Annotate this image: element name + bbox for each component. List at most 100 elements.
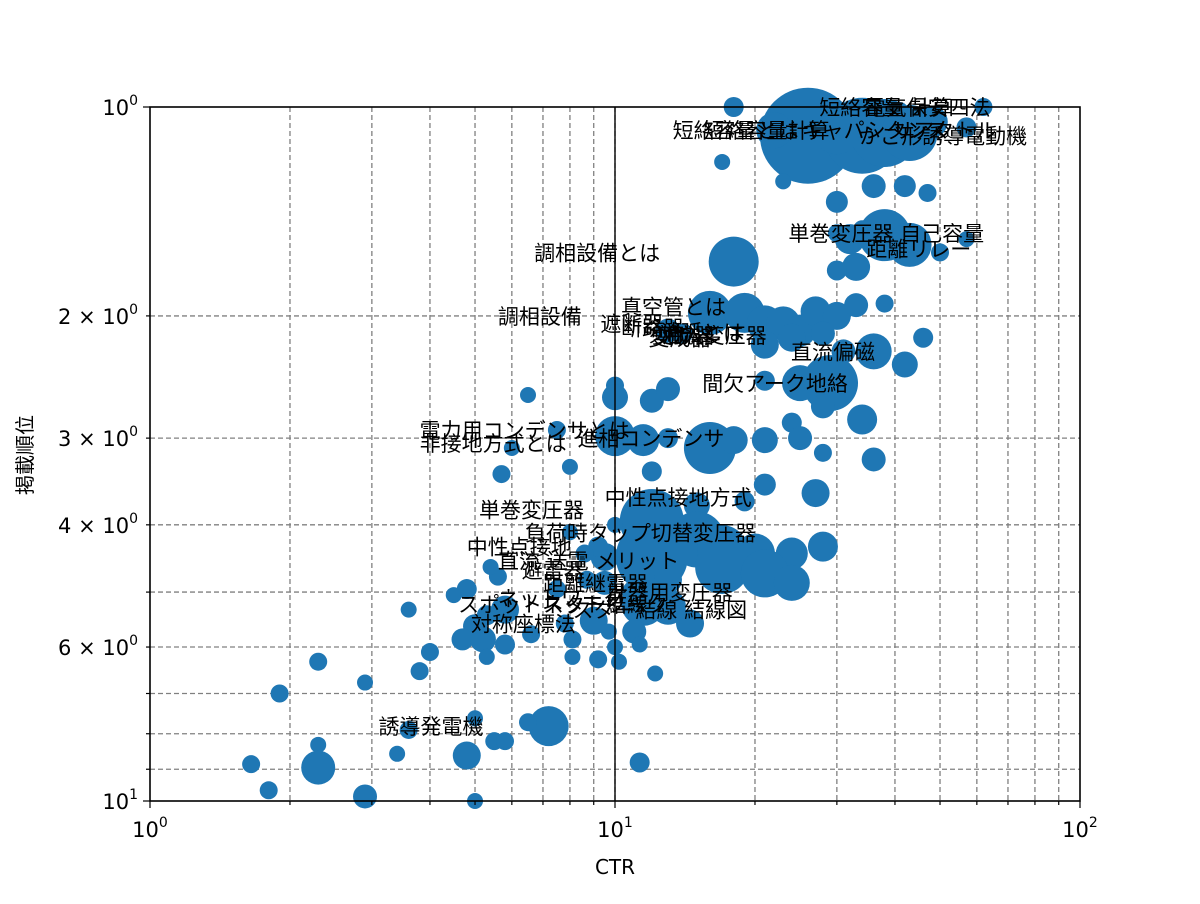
scatter-point <box>451 628 474 651</box>
scatter-point <box>610 653 627 670</box>
scatter-point <box>259 781 278 800</box>
scatter-point <box>445 587 462 604</box>
scatter-point <box>469 626 496 653</box>
point-label: 単巻変圧器 自己容量 <box>788 222 984 246</box>
point-label: 短絡容量とは <box>673 119 799 143</box>
scatter-point <box>861 447 886 472</box>
scatter-point <box>683 492 710 519</box>
scatter-point <box>891 101 908 118</box>
axes-frame <box>143 106 1081 808</box>
scatter-point <box>561 458 578 475</box>
scatter-point <box>494 634 515 655</box>
scatter-point <box>958 231 975 248</box>
scatter-point <box>547 420 566 439</box>
scatter-point <box>647 665 664 682</box>
point-label: 避雷器 <box>522 559 585 583</box>
scatter-point <box>687 290 732 335</box>
scatter-point <box>492 465 511 484</box>
scatter-point <box>782 365 819 402</box>
scatter-point <box>528 706 569 747</box>
scatter-point <box>714 153 731 170</box>
scatter-point <box>734 491 755 512</box>
scatter-point <box>956 117 977 138</box>
point-label: 変成器 <box>648 327 711 351</box>
point-label: 短絡容量 計算 <box>819 96 952 120</box>
point-label: 直流 送電 メリット <box>498 549 679 573</box>
scatter-point <box>756 112 793 149</box>
scatter-point <box>708 236 759 287</box>
scatter-point <box>478 648 495 665</box>
point-label: キャパシタンス <box>802 119 949 143</box>
scatter-point <box>410 662 429 681</box>
scatter-point <box>653 565 682 594</box>
scatter-point <box>310 736 327 753</box>
point-label: 短絡容量計算 <box>704 119 830 143</box>
scatter-point <box>822 301 851 330</box>
point-label: 間欠アーク地絡 <box>702 372 848 396</box>
scatter-point <box>813 443 832 462</box>
point-label: 距離リレー <box>866 238 971 262</box>
scatter-point <box>389 745 406 762</box>
scatter-point <box>420 643 439 662</box>
point-label: 遮断器 <box>600 312 663 336</box>
scatter-point <box>891 351 918 378</box>
scatter-point <box>695 539 750 594</box>
scatter-point <box>522 625 541 644</box>
scatter-point <box>627 424 660 457</box>
scatter-point <box>399 720 418 739</box>
scatter-point <box>915 105 948 138</box>
scatter-point <box>547 580 566 599</box>
scatter-point <box>575 544 594 563</box>
point-label: 調相設備とは <box>534 241 660 265</box>
scatter-point <box>775 173 792 190</box>
point-label: 直流偏磁 <box>791 340 875 364</box>
point-label: 単巻変圧器 <box>479 498 584 522</box>
point-label: スター結線 結線図 <box>572 599 747 623</box>
scatter-point <box>812 106 861 155</box>
scatter-point <box>622 580 647 605</box>
scatter-point <box>563 630 582 649</box>
scatter-point <box>931 243 950 262</box>
scatter-point <box>301 750 336 785</box>
scatter-point <box>842 252 871 281</box>
scatter-point <box>918 183 937 202</box>
point-label: 電気保安四法 <box>864 96 990 120</box>
x-tick-label: 102 <box>1062 815 1098 842</box>
point-label: 計器用変圧器 <box>607 581 733 605</box>
scatter-point <box>452 741 481 770</box>
scatter-point <box>456 579 477 600</box>
scatter-point <box>655 377 680 402</box>
point-label: 変流器 <box>652 324 715 348</box>
scatter-point <box>853 220 872 239</box>
point-label: スター結線 <box>543 593 648 617</box>
scatter-point <box>520 386 537 403</box>
scatter-point <box>826 260 847 281</box>
scatter-point <box>467 710 484 727</box>
scatter-point <box>577 570 596 589</box>
scatter-point <box>482 558 499 575</box>
x-axis-label: CTR <box>595 855 635 879</box>
scatter-point <box>777 323 806 352</box>
scatter-point <box>893 175 916 198</box>
point-label: スポットネットワーク <box>458 593 668 617</box>
scatter-point <box>629 752 650 773</box>
point-label: 負荷時タップ切替変圧器 <box>525 521 756 545</box>
scatter-point <box>751 427 778 454</box>
x-tick-label: 101 <box>597 815 633 842</box>
y-tick-label: 100 <box>102 93 138 120</box>
scatter-point <box>810 394 835 419</box>
scatter-point <box>801 479 830 508</box>
scatter-point <box>913 327 934 348</box>
point-label: 非接地方式とは <box>420 432 567 456</box>
y-tick-label: 6 × 100 <box>58 633 138 660</box>
scatter-point <box>773 564 810 601</box>
scatter-point <box>519 713 538 732</box>
point-label: ネットワーク <box>498 587 624 611</box>
scatter-point <box>631 636 648 653</box>
scatter-point <box>589 650 608 669</box>
point-label: 進相コンデンサ <box>577 427 724 451</box>
scatter-point <box>357 674 374 691</box>
scatter-point <box>592 570 617 595</box>
